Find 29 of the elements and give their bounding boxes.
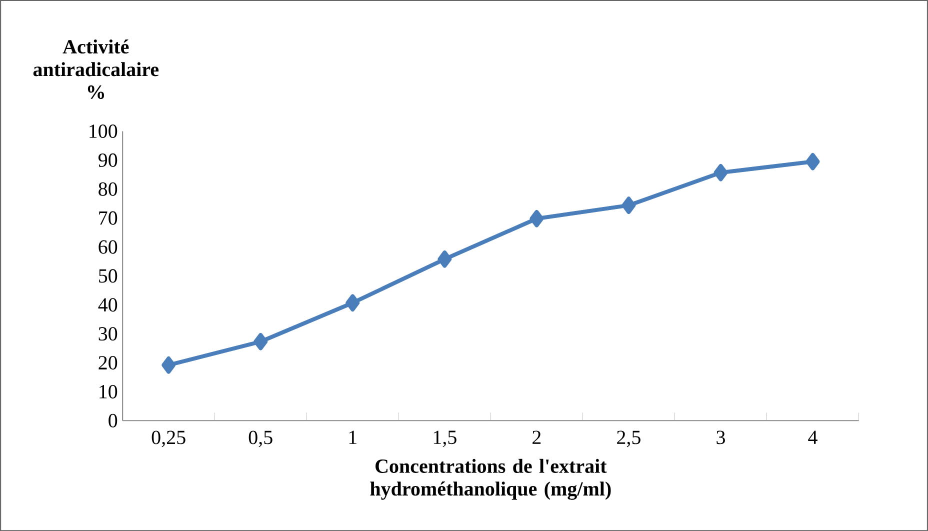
point <box>622 196 636 214</box>
y-tick-label: 60 <box>98 240 118 254</box>
point <box>346 294 360 312</box>
y-tick-label: 80 <box>98 182 118 196</box>
y-tick-label: 10 <box>100 384 118 398</box>
x-tick-label: 0,25 <box>152 430 186 447</box>
x-tick-label: 4 <box>808 430 818 444</box>
y-tick-label: 40 <box>98 298 118 312</box>
y-tick-label: 20 <box>98 356 118 370</box>
point <box>162 356 176 374</box>
x-tick-label: 3 <box>716 430 725 444</box>
y-axis-title: Activité antiradicalaire % <box>33 39 159 99</box>
x-tick-label: 2 <box>532 430 541 444</box>
point <box>254 332 268 350</box>
point <box>530 210 544 228</box>
y-tick-label: 0 <box>108 414 118 428</box>
point <box>438 250 452 268</box>
x-axis-title: Concentrations de l'extrait hydrométhanolique (mg/ml) <box>370 458 611 500</box>
x-tick-label: 2,5 <box>617 430 640 447</box>
point <box>714 164 728 182</box>
x-tick-label: 1 <box>349 430 356 444</box>
y-tick-label: 50 <box>99 269 118 283</box>
y-tick-label: 100 <box>90 124 118 138</box>
y-tick-label: 30 <box>98 326 118 340</box>
point <box>806 152 820 170</box>
y-tick-label: 90 <box>98 153 118 167</box>
x-tick-label: 1,5 <box>434 430 456 447</box>
y-tick-label: 70 <box>99 211 118 225</box>
x-tick-label: 0,5 <box>248 430 272 447</box>
